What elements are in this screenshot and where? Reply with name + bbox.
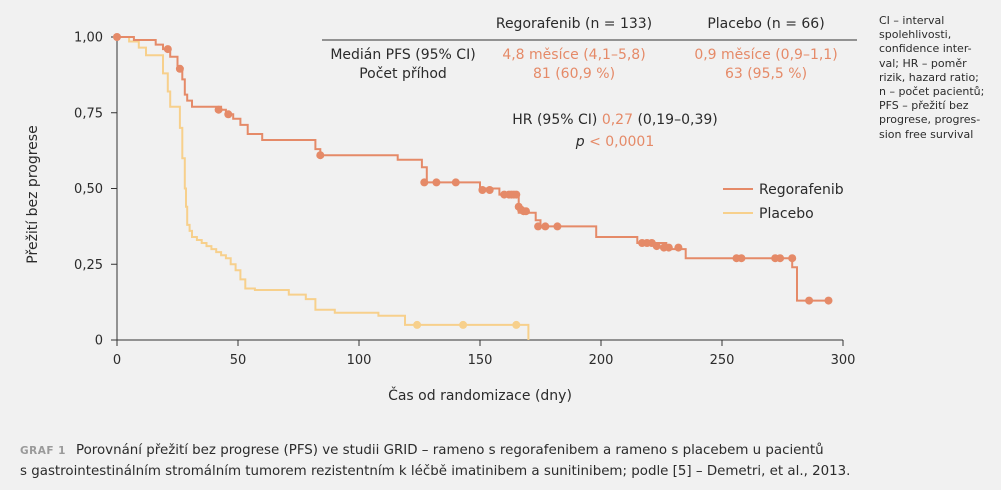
y-tick-label: 0,50: [74, 182, 103, 197]
legend-label: Regorafenib: [759, 182, 844, 198]
caption-label: GRAF 1: [20, 445, 66, 457]
censor-point-regorafenib: [534, 222, 543, 231]
censor-point-regorafenib: [316, 151, 325, 160]
hazard-ratio-annotation: HR (95% CI) 0,27 (0,19–0,39): [512, 112, 717, 128]
table-cell-regorafenib: 81 (60,9 %): [533, 66, 615, 82]
censor-point-regorafenib: [776, 254, 785, 263]
x-tick-label: 50: [230, 353, 247, 368]
x-tick-label: 0: [113, 353, 121, 368]
note-line: progrese, progres-: [879, 113, 981, 127]
series-line-regorafenib: [117, 36, 829, 302]
censor-point-regorafenib: [824, 296, 833, 305]
chart-curves: [117, 36, 829, 340]
y-tick-label: 1,00: [74, 31, 103, 46]
y-axis-title: Přežití bez progrese: [25, 125, 41, 263]
censor-point-regorafenib: [541, 222, 550, 231]
x-tick-label: 200: [589, 353, 614, 368]
table-row-label: Počet příhod: [359, 66, 447, 82]
hr-label: HR (95% CI): [512, 112, 602, 128]
table-cell-regorafenib: 4,8 měsíce (4,1–5,8): [502, 47, 645, 63]
hr-value: 0,27: [602, 112, 633, 128]
note-line: confidence inter-: [879, 42, 972, 56]
abbreviations-note: CI – interval spolehlivosti, confidence …: [879, 14, 997, 142]
figure-caption: GRAF 1 Porovnání přežití bez progrese (PF…: [20, 441, 920, 481]
censor-point-regorafenib: [674, 243, 683, 252]
censor-point-regorafenib: [163, 45, 172, 54]
table-row-label: Medián PFS (95% CI): [330, 47, 475, 63]
chart-censor-marks: [113, 33, 833, 329]
caption-line-1: GRAF 1 Porovnání přežití bez progrese (PF…: [20, 441, 920, 462]
p-value: < 0,0001: [589, 134, 654, 150]
note-line: sion free survival: [879, 127, 974, 141]
censor-point-regorafenib: [737, 254, 746, 263]
censor-point-regorafenib: [432, 178, 441, 187]
series-line-placebo: [117, 36, 530, 340]
table-cell-placebo: 0,9 měsíce (0,9–1,1): [694, 47, 837, 63]
censor-point-regorafenib: [664, 243, 673, 252]
km-chart: 0 0,25 0,50 0,75 1,00 0 50 100 150 200 250 300 Čas o…: [25, 16, 857, 405]
censor-point-regorafenib: [485, 186, 494, 194]
p-value-annotation: p < 0,0001: [575, 134, 655, 150]
caption-text-1: Porovnání přežití bez progrese (PFS) ve …: [75, 443, 824, 458]
x-tick-label: 100: [347, 353, 372, 368]
censor-point-regorafenib: [652, 242, 661, 251]
censor-point-regorafenib: [214, 105, 223, 114]
censor-point-regorafenib: [113, 33, 121, 41]
note-line: spolehlivosti,: [879, 28, 952, 42]
table-header-regorafenib: Regorafenib (n = 133): [496, 16, 652, 32]
censor-point-regorafenib: [451, 178, 460, 187]
x-tick-label: 250: [710, 353, 735, 368]
censor-point-regorafenib: [478, 186, 487, 194]
hr-ci: (0,19–0,39): [633, 112, 718, 128]
censor-point-regorafenib: [522, 207, 530, 216]
caption-line-2: s gastrointestinálním stromálním tumorem…: [20, 463, 851, 479]
p-label: p: [575, 134, 589, 150]
table-cell-placebo: 63 (95,5 %): [725, 66, 807, 82]
chart-stats-table: Regorafenib (n = 133) Placebo (n = 66) Med…: [322, 16, 857, 150]
censor-point-placebo: [413, 320, 422, 329]
note-line: CI – interval: [879, 14, 945, 27]
note-line: n – počet pacientů;: [879, 85, 985, 99]
censor-point-regorafenib: [175, 64, 184, 73]
censor-point-regorafenib: [224, 110, 233, 119]
chart-legend: Regorafenib Placebo: [723, 182, 844, 222]
x-axis-title: Čas od randomizace (dny): [388, 386, 572, 404]
legend-label: Placebo: [759, 206, 814, 222]
x-tick-label: 150: [468, 353, 493, 368]
y-tick-label: 0,75: [74, 106, 103, 121]
note-line: rizik, hazard ratio;: [879, 70, 979, 84]
censor-point-regorafenib: [788, 254, 797, 263]
y-tick-label: 0,25: [74, 258, 103, 273]
note-line: PFS – přežití bez: [879, 99, 969, 113]
y-tick-label: 0: [95, 334, 103, 349]
censor-point-regorafenib: [420, 178, 429, 187]
x-tick-label: 300: [831, 353, 856, 368]
censor-point-regorafenib: [512, 190, 521, 199]
censor-point-placebo: [512, 320, 521, 329]
censor-point-regorafenib: [805, 296, 814, 305]
note-line: val; HR – poměr: [879, 56, 967, 70]
censor-point-placebo: [459, 320, 468, 329]
table-header-placebo: Placebo (n = 66): [707, 16, 824, 32]
chart-axes: 0 0,25 0,50 0,75 1,00 0 50 100 150 200 250 300 Čas o…: [25, 31, 855, 405]
censor-point-regorafenib: [553, 222, 562, 231]
